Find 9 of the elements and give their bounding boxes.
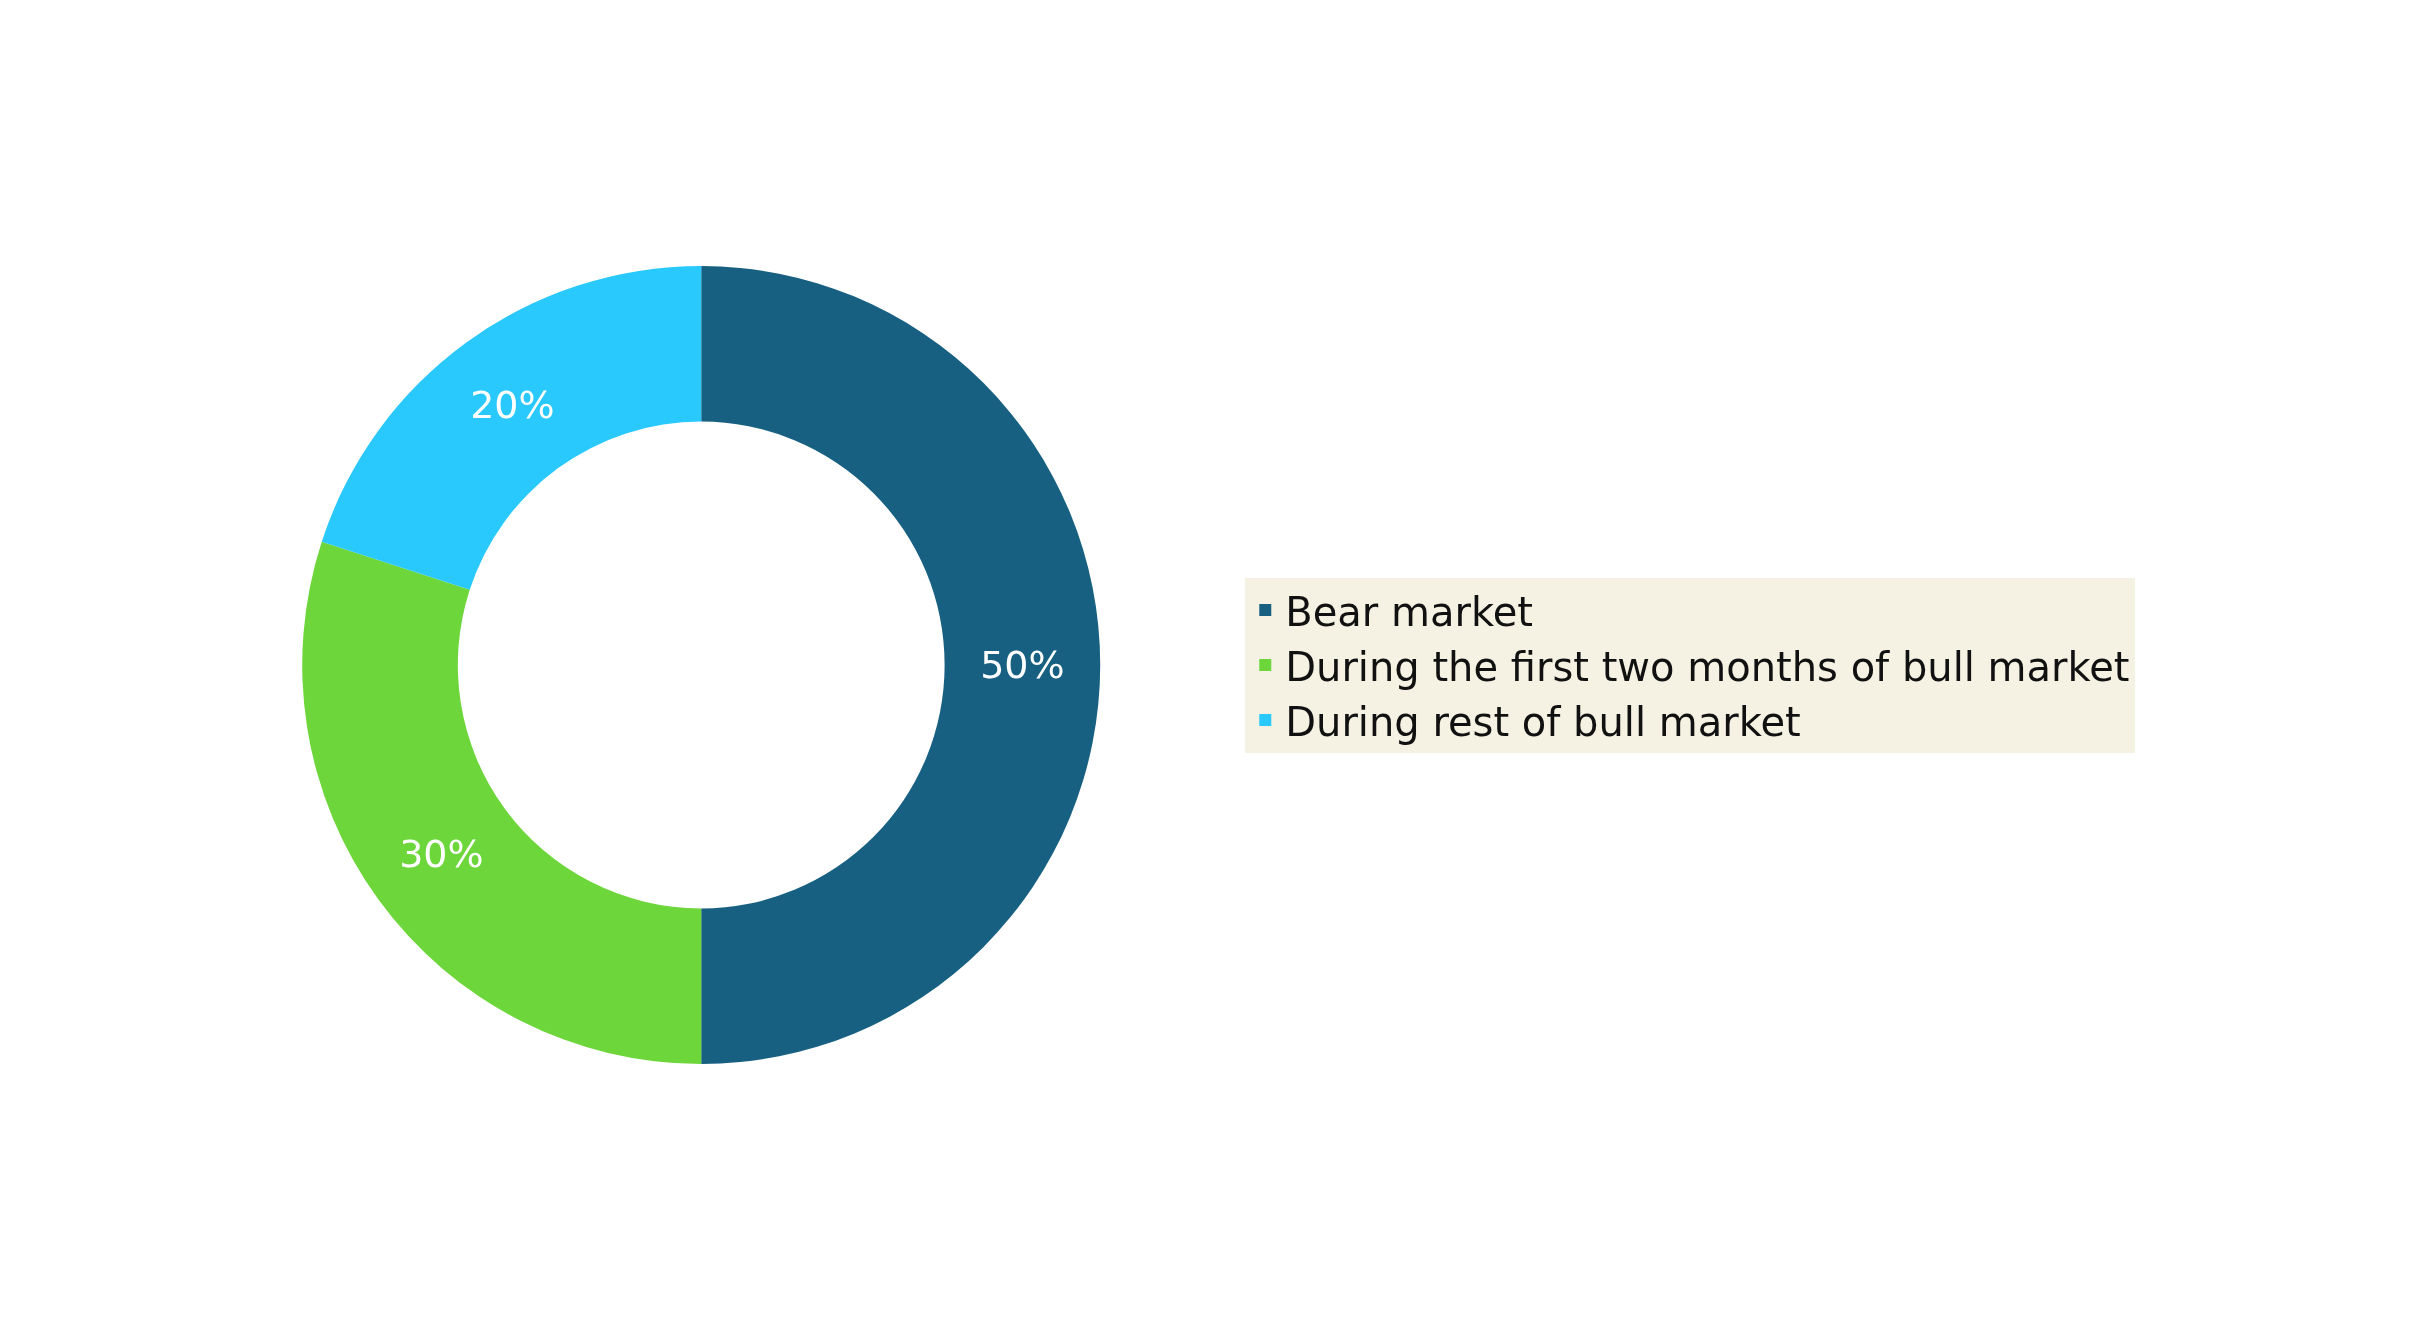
legend-label: Bear market [1285, 588, 1533, 635]
data-label: 30% [399, 831, 484, 876]
legend-label: During rest of bull market [1285, 698, 1801, 745]
data-label: 50% [980, 643, 1065, 687]
legend-label: During the first two months of bull market [1285, 643, 2130, 690]
donut-slice [701, 266, 1100, 1064]
donut-slice [321, 266, 702, 590]
donut-slice [303, 541, 702, 1064]
data-label: 20% [470, 383, 555, 428]
